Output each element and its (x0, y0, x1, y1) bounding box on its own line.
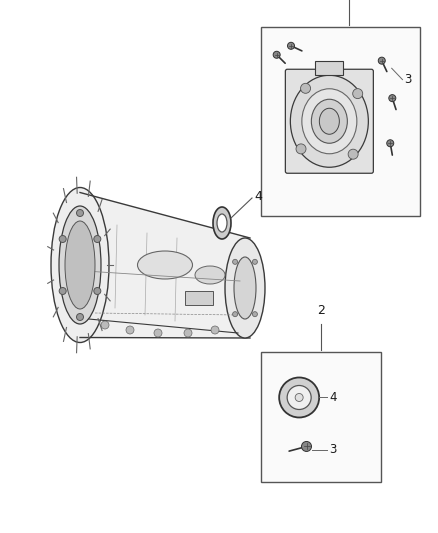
Text: 4: 4 (329, 391, 337, 404)
Ellipse shape (65, 221, 95, 309)
Bar (185, 291, 213, 305)
Text: 2: 2 (317, 304, 325, 317)
Circle shape (353, 88, 363, 99)
Ellipse shape (290, 75, 368, 167)
Circle shape (233, 260, 237, 264)
Circle shape (273, 51, 280, 58)
Circle shape (211, 326, 219, 334)
Ellipse shape (213, 207, 231, 239)
Circle shape (94, 287, 101, 295)
Circle shape (154, 329, 162, 337)
Ellipse shape (234, 257, 256, 319)
Circle shape (348, 149, 358, 159)
Circle shape (59, 287, 66, 295)
Circle shape (387, 140, 394, 147)
Circle shape (389, 95, 396, 102)
Circle shape (252, 312, 258, 317)
Ellipse shape (302, 89, 357, 154)
Text: 4: 4 (254, 190, 262, 203)
Bar (261, 27, 420, 216)
Text: 3: 3 (405, 73, 412, 86)
Ellipse shape (217, 214, 227, 232)
Circle shape (77, 313, 84, 320)
Ellipse shape (287, 385, 311, 409)
Circle shape (59, 236, 66, 243)
Circle shape (300, 83, 311, 93)
FancyBboxPatch shape (285, 69, 373, 173)
Ellipse shape (319, 108, 339, 134)
Circle shape (184, 329, 192, 337)
Text: 3: 3 (329, 443, 337, 456)
Circle shape (126, 326, 134, 334)
Circle shape (77, 209, 84, 216)
Bar (315, 61, 343, 75)
Ellipse shape (295, 393, 303, 401)
Circle shape (101, 321, 109, 329)
Ellipse shape (138, 251, 192, 279)
Circle shape (287, 42, 294, 50)
Ellipse shape (59, 206, 101, 324)
Polygon shape (80, 192, 250, 338)
Circle shape (296, 144, 306, 154)
Circle shape (378, 57, 385, 64)
Circle shape (252, 260, 258, 264)
Ellipse shape (51, 188, 109, 343)
Circle shape (301, 441, 311, 451)
Ellipse shape (279, 377, 319, 417)
Circle shape (233, 312, 237, 317)
Ellipse shape (311, 99, 347, 143)
Bar (261, 352, 381, 482)
Circle shape (94, 236, 101, 243)
Ellipse shape (225, 238, 265, 338)
Ellipse shape (195, 266, 225, 284)
